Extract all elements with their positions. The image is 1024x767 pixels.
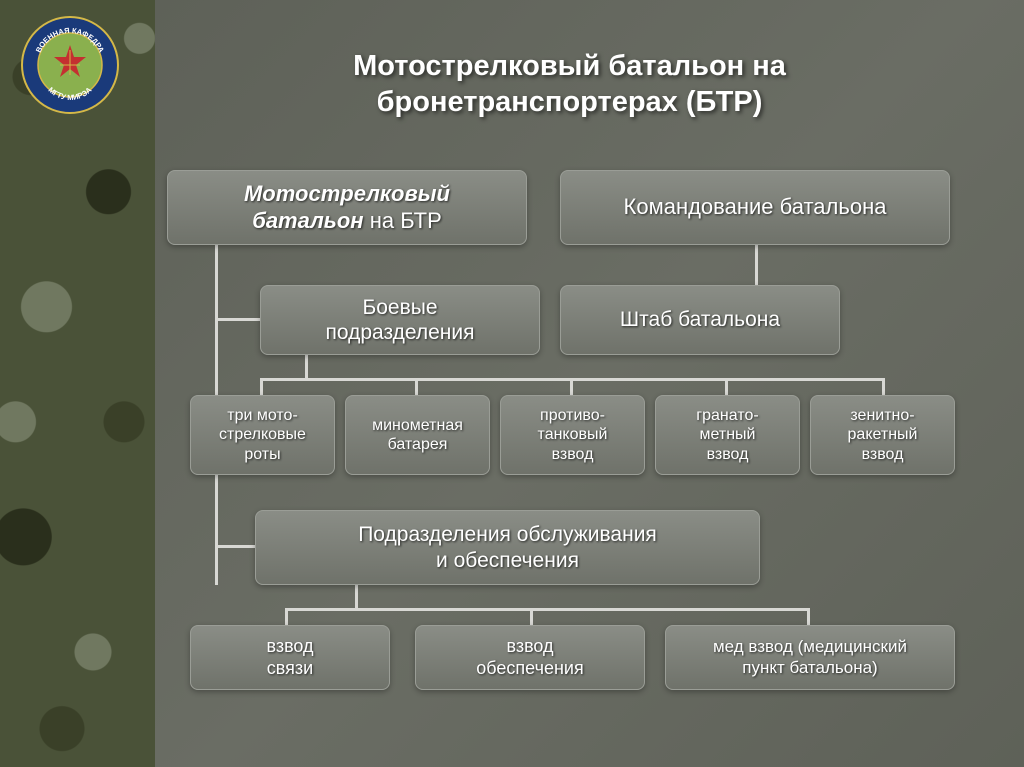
label: три мото- <box>227 406 298 425</box>
node-hq: Штаб батальона <box>560 285 840 355</box>
label: взвод <box>862 445 904 464</box>
label: на БТР <box>364 208 442 233</box>
node-grenade-platoon: гранато- метный взвод <box>655 395 800 475</box>
node-supply-platoon: взвод обеспечения <box>415 625 645 690</box>
connector <box>755 245 758 287</box>
label: и обеспечения <box>436 548 579 573</box>
node-aa-platoon: зенитно- ракетный взвод <box>810 395 955 475</box>
label: подразделения <box>326 320 475 345</box>
org-chart: Мотострелковый батальон на БТР Командова… <box>155 160 1005 740</box>
label: взвод <box>552 445 594 464</box>
camo-sidebar <box>0 0 155 767</box>
label: мед взвод (медицинский <box>713 637 907 657</box>
label: минометная <box>372 416 463 435</box>
connector <box>355 585 358 608</box>
page-title: Мотострелковый батальон на бронетранспор… <box>155 48 984 121</box>
title-line1: Мотострелковый батальон на <box>353 50 786 82</box>
connector <box>215 545 260 548</box>
node-combat-units: Боевые подразделения <box>260 285 540 355</box>
connector <box>215 318 263 321</box>
label: ракетный <box>848 425 918 444</box>
label: Подразделения обслуживания <box>358 522 657 547</box>
node-signals-platoon: взвод связи <box>190 625 390 690</box>
node-rifle-companies: три мото- стрелковые роты <box>190 395 335 475</box>
dept-logo: ВОЕННАЯ КАФЕДРА МГТУ МИРЭА <box>20 15 120 115</box>
label: батарея <box>388 435 448 454</box>
node-support-units: Подразделения обслуживания и обеспечения <box>255 510 760 585</box>
node-battalion-btr: Мотострелковый батальон на БТР <box>167 170 527 245</box>
connector <box>305 355 308 378</box>
label: Штаб батальона <box>620 307 780 332</box>
label: Боевые <box>362 295 437 320</box>
label: взвод <box>266 636 313 658</box>
label: танковый <box>538 425 608 444</box>
label: противо- <box>540 406 605 425</box>
label: батальон <box>252 208 363 233</box>
connector <box>285 608 810 611</box>
label: метный <box>700 425 756 444</box>
label: Командование батальона <box>624 194 887 220</box>
node-mortar-battery: минометная батарея <box>345 395 490 475</box>
label: обеспечения <box>476 658 583 680</box>
label: зенитно- <box>850 406 914 425</box>
label: стрелковые <box>219 425 306 444</box>
node-command: Командование батальона <box>560 170 950 245</box>
label: взвод <box>506 636 553 658</box>
label: пункт батальона) <box>742 658 877 678</box>
label: Мотострелковый <box>244 181 450 206</box>
label: гранато- <box>696 406 758 425</box>
node-medical-platoon: мед взвод (медицинский пункт батальона) <box>665 625 955 690</box>
label: роты <box>244 445 280 464</box>
node-antitank-platoon: противо- танковый взвод <box>500 395 645 475</box>
title-line2: бронетранспортерах (БТР) <box>377 86 763 118</box>
label: взвод <box>707 445 749 464</box>
label: связи <box>267 658 313 680</box>
